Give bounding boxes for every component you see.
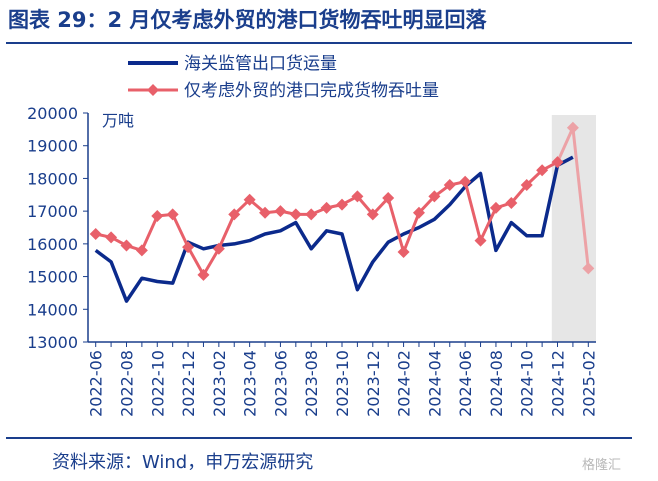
data-point-port-throughput — [520, 178, 533, 191]
data-point-port-throughput — [166, 208, 179, 221]
data-point-port-throughput — [551, 156, 564, 169]
data-point-port-throughput — [274, 205, 287, 218]
y-tick-label: 16000 — [27, 235, 78, 254]
data-point-port-throughput — [336, 198, 348, 211]
x-tick-label: 2023-02 — [210, 350, 229, 417]
y-tick-label: 15000 — [27, 268, 78, 287]
y-unit-label: 万吨 — [102, 111, 134, 130]
x-tick-label: 2025-02 — [579, 350, 598, 417]
data-point-port-throughput — [582, 262, 595, 275]
data-point-port-throughput — [259, 206, 272, 219]
data-point-port-throughput — [366, 208, 379, 221]
x-tick-label: 2023-10 — [333, 350, 352, 417]
data-point-port-throughput — [89, 228, 102, 241]
x-tick-label: 2023-08 — [302, 350, 321, 417]
data-point-port-throughput — [351, 190, 364, 203]
y-tick-label: 14000 — [27, 300, 78, 319]
data-point-port-throughput — [489, 201, 502, 214]
data-point-port-throughput — [289, 208, 302, 221]
x-tick-label: 2024-06 — [456, 350, 475, 417]
title-rule — [6, 42, 632, 44]
data-point-port-throughput — [397, 246, 410, 259]
data-point-port-throughput — [243, 193, 256, 206]
x-tick-label: 2022-10 — [148, 350, 167, 417]
x-tick-label: 2024-10 — [518, 350, 537, 417]
y-tick-label: 20000 — [27, 104, 78, 123]
data-point-port-throughput — [197, 268, 210, 281]
x-tick-label: 2022-06 — [87, 350, 106, 417]
data-point-port-throughput — [566, 121, 579, 134]
y-tick-label: 19000 — [27, 137, 78, 156]
data-point-port-throughput — [443, 178, 456, 191]
legend-label-export-freight: 海关监管出口货运量 — [184, 54, 337, 74]
data-point-port-throughput — [105, 231, 118, 244]
x-tick-label: 2023-06 — [271, 350, 290, 417]
data-point-port-throughput — [505, 196, 518, 209]
data-point-port-throughput — [428, 190, 441, 203]
data-point-port-throughput — [459, 175, 472, 188]
y-tick-label: 13000 — [27, 333, 78, 352]
data-point-port-throughput — [228, 208, 241, 221]
data-point-port-throughput — [474, 234, 487, 247]
series-line-export-freight — [94, 155, 574, 303]
y-tick-label: 18000 — [27, 169, 78, 188]
data-point-port-throughput — [320, 201, 333, 214]
chart-title: 图表 29：2 月仅考虑外贸的港口货物吞吐明显回落 — [8, 8, 487, 32]
x-tick-label: 2022-08 — [117, 350, 136, 417]
legend-label-port-throughput: 仅考虑外贸的港口完成货物吞吐量 — [184, 81, 439, 101]
data-point-port-throughput — [382, 192, 395, 205]
y-tick-label: 17000 — [27, 202, 78, 221]
data-point-port-throughput — [182, 241, 195, 254]
bottom-rule — [6, 437, 632, 439]
data-point-port-throughput — [151, 210, 164, 223]
data-point-port-throughput — [536, 164, 549, 177]
data-point-port-throughput — [120, 239, 133, 252]
shaded-region — [551, 115, 596, 342]
x-tick-label: 2022-12 — [179, 350, 198, 417]
x-tick-label: 2023-12 — [364, 350, 383, 417]
x-tick-label: 2024-08 — [487, 350, 506, 417]
data-point-port-throughput — [212, 242, 225, 255]
data-point-port-throughput — [305, 208, 318, 221]
x-tick-label: 2024-12 — [549, 350, 568, 417]
data-point-port-throughput — [135, 244, 148, 257]
watermark-logo: 格隆汇 — [582, 458, 622, 473]
legend-marker-port-throughput — [147, 84, 159, 96]
x-tick-label: 2023-04 — [241, 350, 260, 417]
source-note: 资料来源：Wind，申万宏源研究 — [52, 452, 314, 473]
data-point-port-throughput — [412, 206, 425, 219]
x-tick-label: 2024-04 — [425, 350, 444, 417]
x-tick-label: 2024-02 — [395, 350, 414, 417]
